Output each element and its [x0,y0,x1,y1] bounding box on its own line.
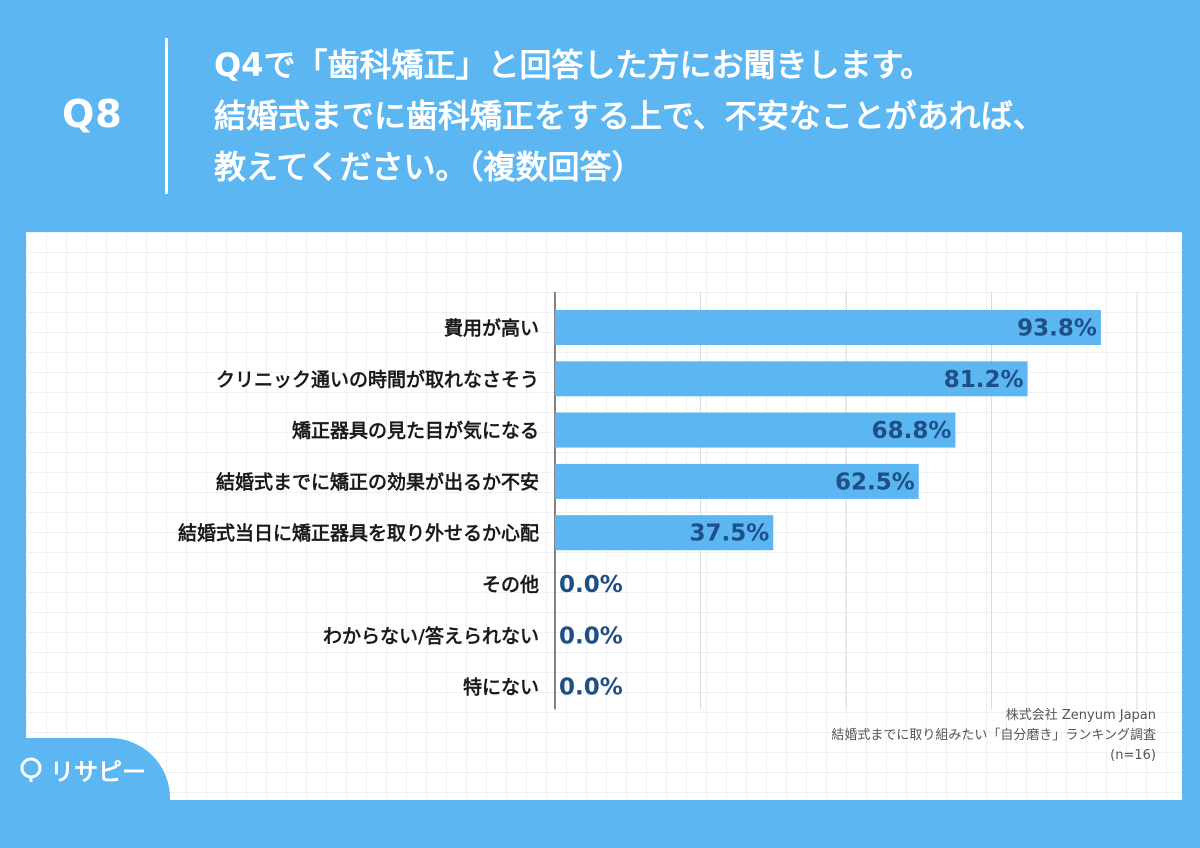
source-note: 株式会社 Zenyum Japan 結婚式までに取り組みたい「自分磨き」ランキン… [636,706,1156,766]
data-label: 37.5% [689,521,769,547]
bar [555,361,1028,397]
brand-logo: リサピー [18,752,146,787]
question-line-1: Q4で「歯科矯正」と回答した方にお聞きします。 [214,46,933,84]
chart-panel: 費用が高い 93.8% クリニック通いの時間が取れなさそう 81.2% 矯正器具の見た目… [26,232,1182,800]
category-label: 矯正器具の見た目が気になる [292,419,539,442]
logo-text: リサピー [50,758,146,786]
data-label: 93.8% [1017,316,1097,342]
bar [555,463,919,499]
bar [555,515,774,551]
question-number: Q8 [62,92,123,136]
category-label: 費用が高い [444,317,539,340]
pin-icon [20,757,42,782]
header: Q8 Q4で「歯科矯正」と回答した方にお聞きします。 結婚式までに歯科矯正をする… [0,0,1200,232]
bar [555,310,1101,345]
category-label: 結婚式までに矯正の効果が出るか不安 [216,470,539,493]
source-survey: 結婚式までに取り組みたい「自分磨き」ランキング調査 [831,728,1156,743]
question-line-2: 結婚式までに歯科矯正をする上で、不安なことがあれば、 [214,97,1045,135]
bar [555,412,956,448]
source-company: 株式会社 Zenyum Japan [1005,708,1156,723]
question-line-3: 教えてください。（複数回答） [214,148,644,186]
category-label: クリニック通いの時間が取れなさそう [216,368,539,391]
data-label: 0.0% [559,675,623,701]
bar-chart: 費用が高い 93.8% クリニック通いの時間が取れなさそう 81.2% 矯正器具の見た目… [178,292,1138,710]
header-divider [165,38,168,194]
category-label: 特にない [463,677,539,699]
question-text: Q4で「歯科矯正」と回答した方にお聞きします。 結婚式までに歯科矯正をする上で、… [214,40,1174,193]
category-label: その他 [482,573,539,596]
data-label: 0.0% [559,623,623,649]
data-label: 0.0% [559,572,623,598]
data-label: 68.8% [872,418,952,444]
source-sample-size: (n=16) [1110,748,1156,763]
data-label: 81.2% [944,367,1024,393]
category-label: 結婚式当日に矯正器具を取り外せるか心配 [178,522,539,545]
data-label: 62.5% [835,469,915,495]
category-label: わからない/答えられない [323,624,539,647]
